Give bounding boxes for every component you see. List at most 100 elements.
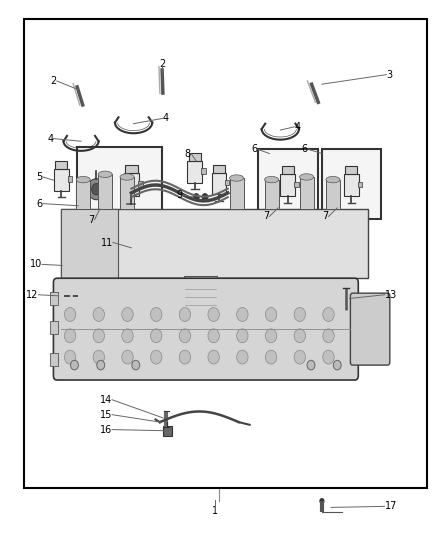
Bar bbox=[213, 165, 225, 173]
Bar bbox=[98, 174, 112, 209]
Ellipse shape bbox=[230, 175, 244, 181]
Circle shape bbox=[208, 308, 219, 321]
Circle shape bbox=[294, 308, 305, 321]
Text: 8: 8 bbox=[185, 149, 191, 158]
Circle shape bbox=[307, 360, 315, 370]
Text: 2: 2 bbox=[51, 76, 57, 86]
Bar bbox=[61, 209, 118, 278]
Bar bbox=[357, 182, 362, 187]
Circle shape bbox=[151, 308, 162, 321]
Bar bbox=[344, 174, 359, 196]
Circle shape bbox=[202, 193, 208, 201]
Text: 7: 7 bbox=[263, 212, 269, 221]
Circle shape bbox=[151, 329, 162, 343]
Bar bbox=[55, 161, 67, 169]
Ellipse shape bbox=[300, 174, 314, 180]
Text: 6: 6 bbox=[302, 144, 308, 154]
Ellipse shape bbox=[265, 176, 279, 183]
Bar bbox=[230, 178, 244, 209]
Text: 2: 2 bbox=[159, 59, 165, 69]
Bar bbox=[265, 180, 279, 209]
Text: 1: 1 bbox=[212, 506, 218, 515]
Bar bbox=[125, 165, 138, 173]
Text: 10: 10 bbox=[30, 260, 42, 269]
Text: 17: 17 bbox=[385, 502, 397, 511]
Circle shape bbox=[71, 360, 78, 370]
Text: 7: 7 bbox=[88, 215, 95, 224]
Circle shape bbox=[93, 350, 105, 364]
FancyBboxPatch shape bbox=[350, 293, 390, 365]
Circle shape bbox=[92, 183, 101, 195]
Circle shape bbox=[122, 350, 133, 364]
Text: 5: 5 bbox=[37, 172, 43, 182]
Circle shape bbox=[265, 308, 277, 321]
Bar bbox=[50, 353, 58, 366]
Circle shape bbox=[320, 498, 324, 504]
Bar bbox=[187, 161, 202, 183]
Bar bbox=[189, 153, 201, 161]
Ellipse shape bbox=[326, 176, 340, 183]
Bar bbox=[57, 292, 63, 300]
Circle shape bbox=[93, 329, 105, 343]
Ellipse shape bbox=[98, 171, 112, 177]
Circle shape bbox=[237, 329, 248, 343]
Text: 3: 3 bbox=[386, 70, 392, 79]
Text: 16: 16 bbox=[100, 425, 112, 434]
Bar bbox=[282, 166, 294, 174]
Ellipse shape bbox=[120, 174, 134, 180]
Text: 4: 4 bbox=[294, 122, 300, 132]
Circle shape bbox=[294, 350, 305, 364]
Circle shape bbox=[64, 329, 76, 343]
Text: 12: 12 bbox=[26, 290, 39, 300]
Circle shape bbox=[179, 308, 191, 321]
Bar bbox=[300, 177, 314, 209]
Bar bbox=[24, 19, 427, 488]
Circle shape bbox=[265, 350, 277, 364]
Circle shape bbox=[179, 329, 191, 343]
Bar bbox=[54, 169, 69, 191]
Circle shape bbox=[343, 309, 349, 316]
Circle shape bbox=[179, 350, 191, 364]
Text: 4: 4 bbox=[47, 134, 53, 143]
Bar bbox=[120, 177, 134, 209]
Circle shape bbox=[122, 329, 133, 343]
Circle shape bbox=[333, 360, 341, 370]
Text: 15: 15 bbox=[100, 410, 112, 419]
Bar bbox=[67, 176, 72, 182]
Circle shape bbox=[323, 308, 334, 321]
Bar bbox=[345, 166, 357, 174]
Circle shape bbox=[294, 329, 305, 343]
Circle shape bbox=[97, 360, 105, 370]
Bar bbox=[326, 180, 340, 209]
Circle shape bbox=[237, 350, 248, 364]
Circle shape bbox=[323, 329, 334, 343]
Circle shape bbox=[151, 350, 162, 364]
Text: 14: 14 bbox=[100, 395, 112, 405]
Text: 4: 4 bbox=[163, 114, 169, 123]
FancyBboxPatch shape bbox=[53, 278, 358, 380]
Circle shape bbox=[208, 350, 219, 364]
Bar bbox=[225, 180, 230, 185]
Circle shape bbox=[64, 350, 76, 364]
Bar bbox=[163, 426, 172, 436]
Bar bbox=[280, 174, 295, 196]
Bar bbox=[124, 173, 139, 196]
FancyBboxPatch shape bbox=[61, 209, 368, 278]
Bar bbox=[50, 292, 58, 305]
Bar bbox=[322, 149, 381, 219]
Circle shape bbox=[193, 193, 199, 201]
Bar bbox=[258, 149, 318, 219]
Circle shape bbox=[208, 329, 219, 343]
Text: 6: 6 bbox=[37, 199, 43, 208]
Bar bbox=[50, 321, 58, 334]
Text: 7: 7 bbox=[322, 212, 328, 221]
Bar bbox=[212, 173, 226, 194]
Circle shape bbox=[323, 350, 334, 364]
Circle shape bbox=[132, 360, 140, 370]
Bar bbox=[294, 182, 299, 187]
Text: 6: 6 bbox=[251, 144, 258, 154]
Bar bbox=[138, 181, 143, 187]
Circle shape bbox=[88, 179, 105, 200]
Text: 11: 11 bbox=[101, 238, 113, 247]
Circle shape bbox=[237, 308, 248, 321]
